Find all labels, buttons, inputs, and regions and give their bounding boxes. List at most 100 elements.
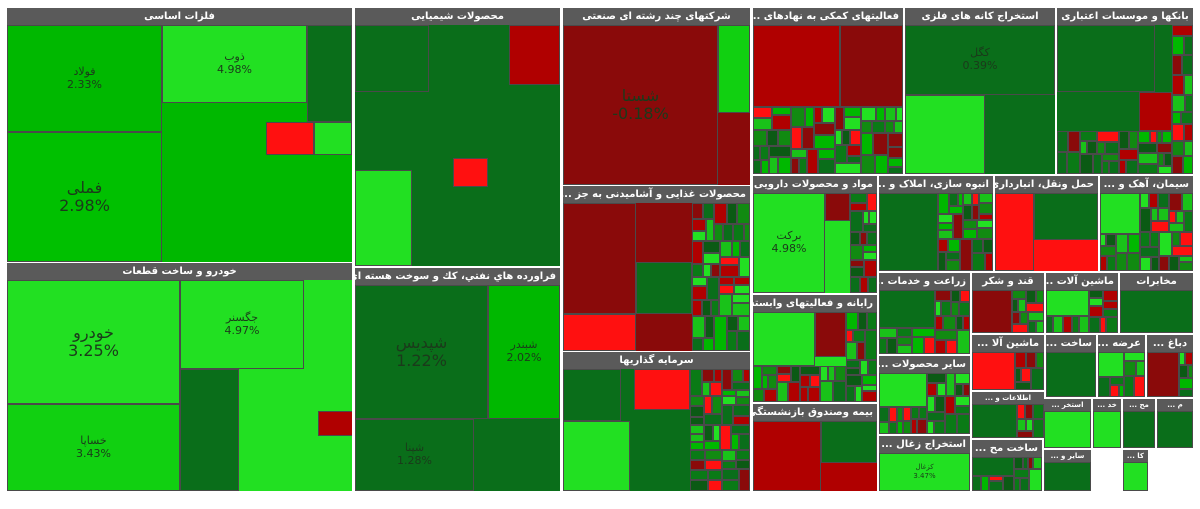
stock-tile[interactable]: [703, 241, 720, 253]
stock-tile[interactable]: [924, 337, 935, 354]
stock-tile[interactable]: [879, 338, 887, 354]
stock-tile[interactable]: [714, 203, 727, 224]
stock-tile[interactable]: [860, 277, 868, 293]
stock-tile[interactable]: [355, 170, 412, 266]
stock-tile[interactable]: [1100, 256, 1107, 271]
stock-tile[interactable]: [972, 205, 979, 220]
stock-tile[interactable]: [722, 480, 739, 491]
stock-tile[interactable]: [863, 245, 877, 252]
stock-tile[interactable]: فملی 2.98%: [7, 132, 162, 262]
stock-tile[interactable]: [972, 457, 1014, 476]
stock-tile[interactable]: [972, 239, 983, 253]
stock-tile[interactable]: [1063, 316, 1072, 333]
stock-tile[interactable]: [1026, 290, 1036, 303]
stock-tile[interactable]: [1151, 208, 1158, 221]
stock-tile[interactable]: [732, 382, 750, 390]
stock-tile[interactable]: [863, 224, 877, 232]
stock-tile[interactable]: [896, 107, 903, 121]
stock-tile[interactable]: [1103, 301, 1118, 309]
stock-tile[interactable]: [943, 316, 956, 330]
stock-tile[interactable]: [1169, 193, 1182, 211]
stock-tile[interactable]: [846, 342, 857, 360]
stock-tile[interactable]: [1053, 316, 1063, 333]
sector-block[interactable]: سایر و ...: [1044, 450, 1091, 491]
stock-tile[interactable]: [727, 203, 737, 224]
stock-tile[interactable]: [977, 228, 993, 239]
stock-tile[interactable]: [1123, 411, 1155, 448]
stock-tile[interactable]: [1179, 352, 1185, 365]
stock-tile[interactable]: [905, 95, 985, 174]
stock-tile[interactable]: [1046, 352, 1096, 397]
stock-tile[interactable]: [1044, 462, 1091, 491]
stock-tile[interactable]: [1116, 234, 1128, 253]
stock-tile[interactable]: [1031, 368, 1044, 390]
stock-tile[interactable]: [762, 375, 768, 389]
stock-tile[interactable]: [885, 107, 896, 121]
stock-tile[interactable]: [690, 460, 705, 470]
stock-tile[interactable]: [1012, 312, 1020, 324]
stock-tile[interactable]: [690, 480, 708, 491]
stock-tile[interactable]: [850, 245, 863, 260]
sector-block[interactable]: حمل ونقل، انبارداری ...: [995, 176, 1098, 271]
stock-tile[interactable]: [850, 211, 863, 232]
stock-tile[interactable]: شستا -0.18%: [563, 25, 718, 185]
stock-tile[interactable]: [1079, 316, 1089, 333]
stock-tile[interactable]: [963, 229, 977, 239]
stock-tile[interactable]: [955, 396, 970, 406]
stock-tile[interactable]: [1138, 164, 1158, 174]
stock-tile[interactable]: [690, 417, 704, 425]
stock-tile[interactable]: [722, 396, 736, 405]
stock-tile[interactable]: [1110, 385, 1119, 397]
stock-tile[interactable]: [835, 163, 861, 174]
stock-tile[interactable]: [833, 381, 846, 402]
stock-tile[interactable]: [1140, 232, 1150, 247]
stock-tile[interactable]: [703, 203, 714, 219]
stock-tile[interactable]: [732, 294, 750, 303]
stock-tile[interactable]: [868, 277, 877, 293]
stock-tile[interactable]: [760, 146, 769, 160]
stock-tile[interactable]: [1151, 221, 1169, 232]
stock-tile[interactable]: [1012, 290, 1026, 299]
stock-tile[interactable]: [706, 219, 714, 241]
stock-tile[interactable]: [1015, 352, 1026, 368]
stock-tile[interactable]: [722, 390, 736, 396]
sector-block[interactable]: انبوه سازی، املاک و ...: [879, 176, 993, 271]
stock-tile[interactable]: [879, 193, 938, 271]
stock-tile[interactable]: [692, 219, 706, 231]
stock-tile[interactable]: [772, 107, 791, 115]
stock-tile[interactable]: [753, 312, 815, 366]
stock-tile[interactable]: [861, 155, 875, 174]
stock-tile[interactable]: [846, 360, 860, 368]
stock-tile[interactable]: [959, 302, 970, 316]
stock-tile[interactable]: [846, 312, 858, 330]
stock-tile[interactable]: [740, 241, 750, 257]
stock-tile[interactable]: [897, 328, 912, 337]
stock-tile[interactable]: [318, 411, 352, 436]
stock-tile[interactable]: [1172, 75, 1184, 95]
stock-tile[interactable]: [820, 381, 833, 402]
stock-tile[interactable]: [935, 316, 943, 330]
stock-tile[interactable]: [1093, 154, 1102, 174]
stock-tile[interactable]: [1089, 306, 1103, 317]
stock-tile[interactable]: [1023, 457, 1028, 469]
stock-tile[interactable]: [1036, 290, 1044, 303]
stock-tile[interactable]: [1072, 316, 1079, 333]
stock-tile[interactable]: [1140, 257, 1151, 271]
stock-tile[interactable]: [888, 167, 903, 174]
stock-tile[interactable]: [753, 366, 762, 389]
stock-tile[interactable]: [744, 224, 750, 241]
stock-tile[interactable]: [720, 425, 731, 450]
stock-tile[interactable]: [951, 302, 959, 316]
stock-tile[interactable]: [1046, 290, 1089, 316]
stock-tile[interactable]: [888, 158, 903, 167]
stock-tile[interactable]: [788, 382, 800, 402]
stock-tile[interactable]: [844, 117, 861, 130]
stock-tile[interactable]: [1172, 25, 1193, 36]
stock-tile[interactable]: [753, 130, 767, 146]
stock-tile[interactable]: [704, 396, 712, 414]
stock-tile[interactable]: [963, 384, 970, 396]
stock-tile[interactable]: [835, 107, 844, 130]
stock-tile[interactable]: [814, 135, 835, 149]
stock-tile[interactable]: [563, 314, 636, 351]
stock-tile[interactable]: خساپا 3.43%: [7, 404, 180, 491]
